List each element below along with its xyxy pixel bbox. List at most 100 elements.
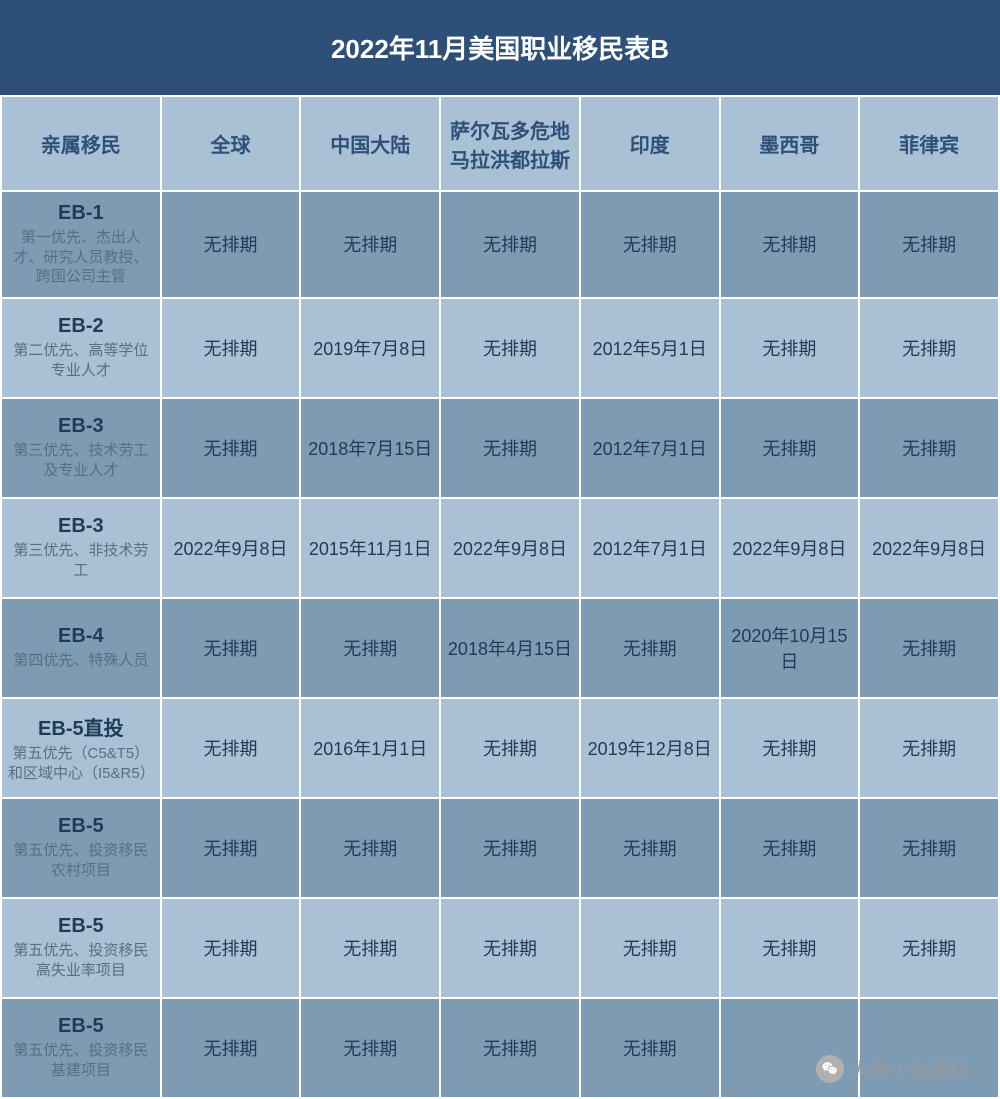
- row-code: EB-4: [8, 625, 154, 648]
- page-title: 2022年11月美国职业移民表B: [331, 29, 669, 66]
- table-cell: 2022年9月8日: [161, 498, 301, 598]
- row-desc: 第一优先、杰出人才、研究人员教授、跨国公司主管: [8, 228, 154, 287]
- table-cell: 无排期: [161, 898, 301, 998]
- table-cell: 无排期: [859, 191, 999, 298]
- table-cell: 无排期: [300, 898, 440, 998]
- table-cell: 2012年5月1日: [580, 298, 720, 398]
- table-cell: 无排期: [440, 898, 580, 998]
- column-header: 全球: [161, 96, 301, 191]
- table-row: EB-5第五优先、投资移民高失业率项目无排期无排期无排期无排期无排期无排期: [1, 898, 999, 998]
- row-header: EB-1 第一优先、杰出人才、研究人员教授、跨国公司主管: [1, 191, 161, 298]
- table-cell: 无排期: [161, 598, 301, 698]
- table-cell: 无排期: [859, 698, 999, 798]
- table-cell: 无排期: [580, 598, 720, 698]
- row-header: EB-5 第五优先、投资移民高失业率项目: [1, 898, 161, 998]
- row-header: EB-3 第三优先、技术劳工及专业人才: [1, 398, 161, 498]
- table-cell: 无排期: [440, 698, 580, 798]
- table-cell: 无排期: [720, 191, 860, 298]
- row-header: EB-5直投第五优先（C5&T5）和区域中心（I5&R5）: [1, 698, 161, 798]
- row-code: EB-5直投: [8, 712, 154, 741]
- table-row: EB-5第五优先、投资移民农村项目无排期无排期无排期无排期无排期无排期: [1, 798, 999, 898]
- table-cell: 无排期: [580, 798, 720, 898]
- table-cell: 无排期: [859, 898, 999, 998]
- table-row: EB-3第三优先、非技术劳工2022年9月8日2015年11月1日2022年9月…: [1, 498, 999, 598]
- row-desc: 第五优先、投资移民基建项目: [8, 1041, 154, 1080]
- watermark-text: 大鱼小鱼国际: [850, 1054, 970, 1083]
- table-cell: 无排期: [720, 798, 860, 898]
- table-row: EB-4第四优先、特殊人员无排期无排期2018年4月15日无排期2020年10月…: [1, 598, 999, 698]
- row-header: EB-2 第二优先、高等学位专业人才: [1, 298, 161, 398]
- table-cell: 无排期: [440, 798, 580, 898]
- table-cell: 无排期: [161, 698, 301, 798]
- row-header: EB-5 第五优先、投资移民基建项目: [1, 998, 161, 1098]
- table-cell: 无排期: [859, 298, 999, 398]
- table-cell: 无排期: [300, 598, 440, 698]
- table-cell: 无排期: [859, 398, 999, 498]
- table-cell: 无排期: [580, 191, 720, 298]
- row-code: EB-3: [8, 515, 154, 538]
- table-cell: 2022年9月8日: [720, 498, 860, 598]
- table-cell: 2016年1月1日: [300, 698, 440, 798]
- table-row: EB-1第一优先、杰出人才、研究人员教授、跨国公司主管无排期无排期无排期无排期无…: [1, 191, 999, 298]
- table-cell: 无排期: [720, 298, 860, 398]
- row-code: EB-2: [8, 315, 154, 338]
- row-code: EB-5: [8, 1015, 154, 1038]
- table-cell: 无排期: [440, 191, 580, 298]
- table-cell: 无排期: [161, 798, 301, 898]
- row-code: EB-5: [8, 815, 154, 838]
- watermark: 大鱼小鱼国际: [816, 1054, 970, 1083]
- column-header: 菲律宾: [859, 96, 999, 191]
- table-cell: 无排期: [440, 398, 580, 498]
- wechat-icon: [816, 1055, 844, 1083]
- table-cell: 无排期: [580, 898, 720, 998]
- row-code: EB-1: [8, 202, 154, 225]
- table-cell: 无排期: [440, 298, 580, 398]
- table-row: EB-3第三优先、技术劳工及专业人才无排期2018年7月15日无排期2012年7…: [1, 398, 999, 498]
- row-code: EB-5: [8, 915, 154, 938]
- table-cell: 无排期: [161, 191, 301, 298]
- column-header: 亲属移民: [1, 96, 161, 191]
- table-cell: 无排期: [300, 191, 440, 298]
- row-desc: 第四优先、特殊人员: [8, 651, 154, 671]
- visa-table: 亲属移民全球中国大陆萨尔瓦多危地马拉洪都拉斯印度墨西哥菲律宾 EB-1 第一优先、杰…: [0, 95, 1000, 1099]
- table-cell: 2012年7月1日: [580, 398, 720, 498]
- row-code: EB-3: [8, 415, 154, 438]
- table-cell: 2019年7月8日: [300, 298, 440, 398]
- row-header: EB-3 第三优先、非技术劳工: [1, 498, 161, 598]
- page-container: 2022年11月美国职业移民表B 亲属移民全球中国大陆萨尔瓦多危地马拉洪都拉斯印…: [0, 0, 1000, 1095]
- table-cell: 2015年11月1日: [300, 498, 440, 598]
- table-cell: 2018年7月15日: [300, 398, 440, 498]
- row-header: EB-4 第四优先、特殊人员: [1, 598, 161, 698]
- column-header: 印度: [580, 96, 720, 191]
- table-cell: 无排期: [859, 598, 999, 698]
- table-cell: 2019年12月8日: [580, 698, 720, 798]
- table-row: EB-5直投第五优先（C5&T5）和区域中心（I5&R5）无排期2016年1月1…: [1, 698, 999, 798]
- row-desc: 第五优先、投资移民农村项目: [8, 841, 154, 880]
- table-cell: 无排期: [859, 798, 999, 898]
- row-desc: 第五优先（C5&T5）和区域中心（I5&R5）: [8, 744, 154, 783]
- table-cell: 无排期: [161, 998, 301, 1098]
- row-header: EB-5 第五优先、投资移民农村项目: [1, 798, 161, 898]
- table-cell: 2012年7月1日: [580, 498, 720, 598]
- table-cell: 无排期: [300, 998, 440, 1098]
- table-row: EB-2第二优先、高等学位专业人才无排期2019年7月8日无排期2012年5月1…: [1, 298, 999, 398]
- table-cell: 2022年9月8日: [440, 498, 580, 598]
- table-cell: 无排期: [720, 698, 860, 798]
- row-desc: 第三优先、技术劳工及专业人才: [8, 441, 154, 480]
- table-cell: 2020年10月15日: [720, 598, 860, 698]
- table-cell: 无排期: [300, 798, 440, 898]
- row-desc: 第五优先、投资移民高失业率项目: [8, 941, 154, 980]
- table-cell: 无排期: [161, 298, 301, 398]
- column-header: 萨尔瓦多危地马拉洪都拉斯: [440, 96, 580, 191]
- table-cell: 无排期: [580, 998, 720, 1098]
- table-cell: 无排期: [161, 398, 301, 498]
- table-cell: 无排期: [720, 398, 860, 498]
- table-cell: 2022年9月8日: [859, 498, 999, 598]
- column-header: 墨西哥: [720, 96, 860, 191]
- column-header: 中国大陆: [300, 96, 440, 191]
- table-cell: 无排期: [720, 898, 860, 998]
- row-desc: 第三优先、非技术劳工: [8, 541, 154, 580]
- title-bar: 2022年11月美国职业移民表B: [0, 0, 1000, 95]
- table-cell: 无排期: [440, 998, 580, 1098]
- row-desc: 第二优先、高等学位专业人才: [8, 341, 154, 380]
